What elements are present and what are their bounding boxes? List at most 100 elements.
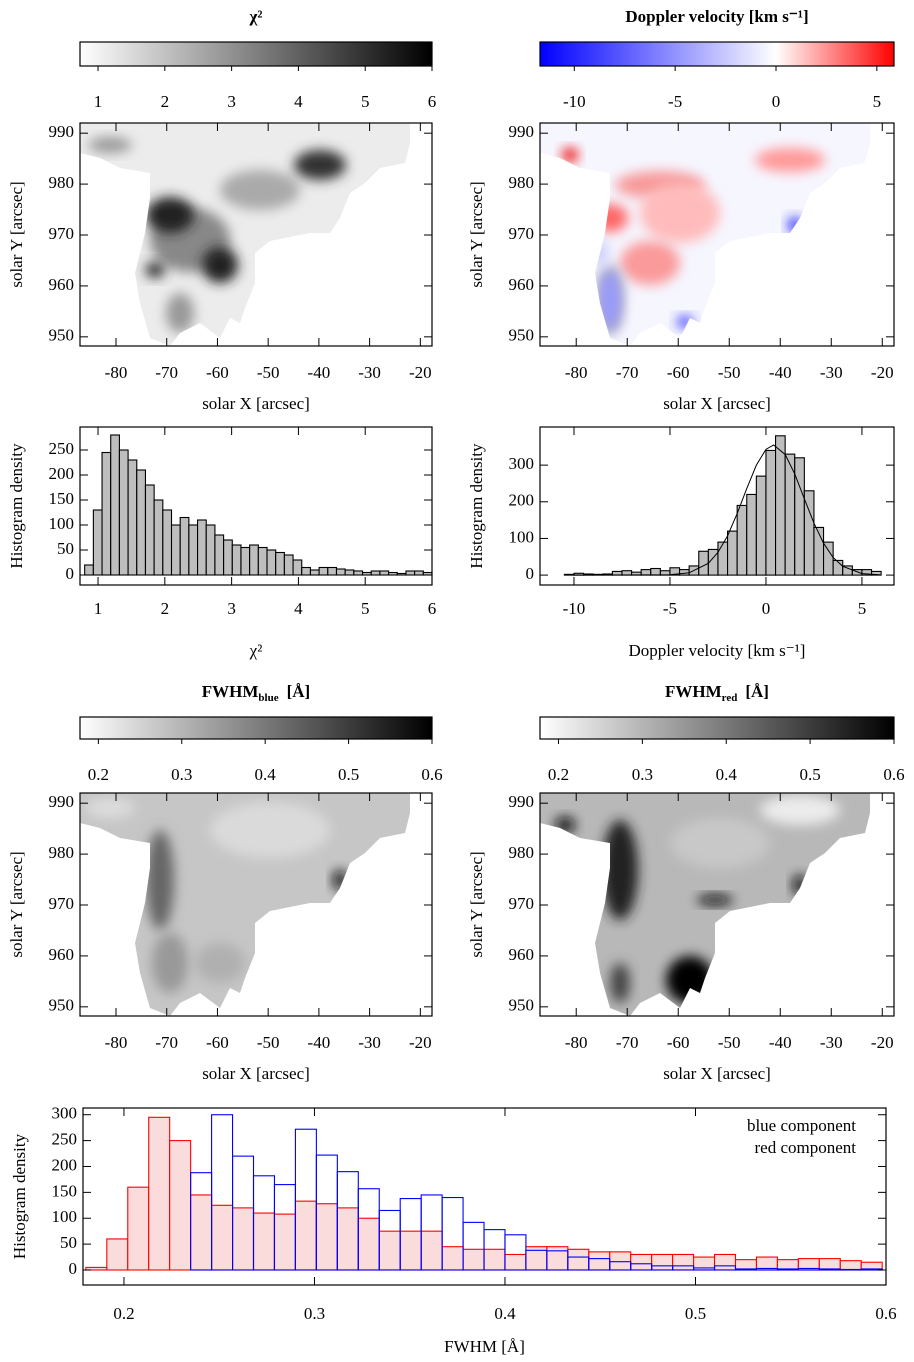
y-tick-label: 960 [509, 275, 535, 294]
histogram-bar [101, 451, 112, 576]
map-feature [145, 262, 165, 278]
histogram-bar [336, 1207, 359, 1271]
histogram-bar [822, 541, 834, 576]
y-axis-label: solar Y [arcsec] [7, 851, 26, 957]
axes-frame [539, 426, 895, 586]
histogram-bar [396, 572, 407, 576]
colorbar [79, 41, 433, 67]
histogram-bar [794, 457, 805, 576]
histogram-bar [127, 459, 138, 576]
histogram-bar [414, 570, 424, 576]
map-feature [793, 875, 807, 895]
y-tick-label: 950 [509, 326, 535, 345]
histogram-bar [672, 1253, 695, 1271]
histogram-bar [231, 544, 242, 576]
y-tick-label: 980 [49, 173, 75, 192]
histogram-bar [698, 550, 709, 576]
histogram-bar [818, 1258, 841, 1271]
histogram-bar [275, 551, 285, 576]
axes-frame [79, 792, 433, 1017]
map-feature [562, 148, 578, 162]
x-tick-label: -50 [718, 1033, 741, 1052]
x-tick-label: 0.5 [685, 1304, 706, 1323]
colorbar-title: Doppler velocity [km s⁻¹] [625, 7, 808, 26]
histogram-bar [839, 1268, 862, 1271]
y-tick-label: 990 [509, 122, 535, 141]
y-tick-label: 0 [526, 564, 535, 583]
histogram-bar [84, 564, 94, 576]
x-tick-label: 3 [227, 599, 236, 618]
map-feature [166, 293, 194, 333]
x-tick-label: -60 [667, 363, 690, 382]
y-axis-label: solar Y [arcsec] [467, 181, 486, 287]
histogram-bar [170, 524, 181, 576]
histogram-bar [106, 1238, 129, 1271]
histogram-bar [727, 530, 738, 576]
x-tick-label: -60 [206, 363, 229, 382]
histogram-bar [144, 484, 155, 576]
map-image [80, 123, 410, 346]
x-tick-label: -80 [565, 1033, 588, 1052]
map-feature [152, 933, 188, 993]
histogram-bar [546, 1246, 569, 1271]
map-feature [602, 820, 638, 920]
legend-entry: blue component [747, 1116, 856, 1135]
histogram-bar [169, 1140, 192, 1271]
histogram-bar [405, 570, 416, 576]
map-feature [697, 895, 733, 905]
x-tick-label: -30 [820, 363, 843, 382]
x-tick-label: -80 [565, 363, 588, 382]
histogram-bar [190, 1194, 213, 1271]
map-feature [640, 183, 720, 243]
y-tick-label: 250 [49, 439, 75, 458]
x-tick-label: 4 [294, 599, 303, 618]
x-tick-label: -70 [155, 363, 178, 382]
colorbar-tick-label: 6 [428, 92, 437, 111]
histogram-bar [399, 1230, 422, 1271]
title-part: χ² [249, 7, 263, 26]
histogram-bar [361, 571, 372, 576]
x-tick-label: -50 [257, 363, 280, 382]
y-tick-label: 990 [49, 122, 75, 141]
y-axis-label: Histogram density [10, 1133, 29, 1259]
title-part: red [722, 692, 738, 704]
fit-curve [573, 444, 882, 576]
colorbar-tick-label: 0.6 [421, 765, 442, 784]
x-axis-label: Doppler velocity [km s⁻¹] [629, 641, 806, 660]
histogram-bar [214, 534, 225, 576]
histogram-bar [713, 1265, 737, 1271]
histogram-bar [775, 435, 786, 576]
colorbar-tick-label: 4 [294, 92, 303, 111]
y-axis-label: solar Y [arcsec] [467, 851, 486, 957]
colorbar-tick-label: 3 [227, 92, 236, 111]
colorbar-title: FWHMblue [Å] [202, 682, 310, 704]
x-tick-label: -40 [769, 363, 792, 382]
y-tick-label: 980 [509, 843, 535, 862]
axes-frame [82, 1107, 887, 1286]
y-tick-label: 960 [509, 945, 535, 964]
map-feature [195, 943, 245, 983]
y-tick-label: 200 [509, 491, 535, 510]
colorbar-tick-label: 5 [361, 92, 370, 111]
title-part: [Å] [287, 682, 311, 701]
histogram-bar [679, 569, 690, 576]
map-feature [294, 150, 346, 180]
histogram-bar [378, 1230, 401, 1271]
y-tick-label: 960 [49, 945, 75, 964]
histogram-bar [344, 569, 355, 576]
y-tick-label: 990 [49, 792, 75, 811]
x-tick-label: -70 [616, 1033, 639, 1052]
histogram-bar [588, 1251, 611, 1271]
histogram-bar [441, 1246, 464, 1271]
map-feature [146, 197, 194, 233]
histogram-bar [839, 1260, 862, 1271]
x-tick-label: -30 [820, 1033, 843, 1052]
axes-frame [539, 122, 895, 347]
map-base [540, 123, 870, 346]
x-tick-label: 6 [428, 599, 437, 618]
map-feature [666, 956, 714, 1004]
histogram-bar [273, 1213, 296, 1271]
x-axis-label: solar X [arcsec] [202, 1064, 310, 1083]
histogram-bar [563, 573, 575, 576]
map-feature [85, 798, 135, 818]
